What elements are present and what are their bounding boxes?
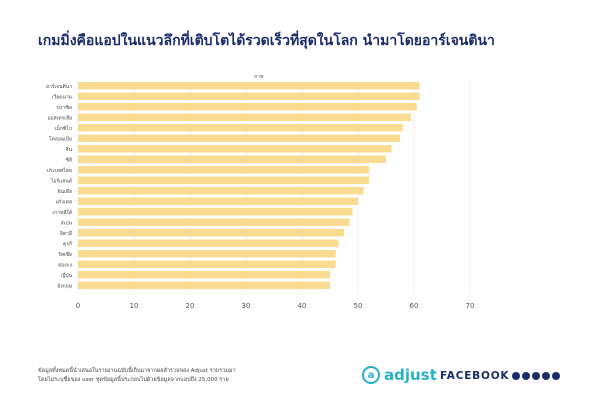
bar [78, 155, 386, 163]
y-tick-label: อังกฤษ [57, 284, 72, 290]
bar [78, 239, 339, 247]
chart-title: เกมมิ่งคือแอปในแนวลึกที่เติบโตได้รวดเร็ว… [38, 33, 495, 49]
facebook-logo: FACEBOOK [440, 370, 510, 382]
bar [78, 103, 417, 111]
y-tick-label: เวียดนาม [52, 94, 72, 101]
unit-label: ภาพ [254, 74, 264, 80]
social-icons [512, 372, 560, 380]
y-tick-label: ออสเตรเลีย [48, 115, 72, 122]
adjust-logo: a adjust [362, 365, 437, 385]
whatsapp-icon [542, 372, 550, 380]
adjust-logo-icon: a [362, 366, 380, 384]
y-tick-label: ฮ่องกง [58, 263, 73, 269]
x-tick-label: 40 [298, 302, 307, 310]
y-tick-label: สเปน [61, 221, 73, 227]
bar [78, 218, 350, 226]
bar [78, 176, 370, 184]
footnote-line-1: ข้อมูลทั้งหมดนี้นำเสนอในรายงานฉบับนี้เก็… [38, 368, 236, 374]
bar [78, 208, 353, 216]
x-tick-label: 10 [130, 302, 139, 310]
y-tick-label: ญี่ปุ่น [61, 272, 72, 279]
y-tick-label: ตุรกี [63, 241, 72, 248]
y-tick-label: รัสเซีย [58, 251, 72, 258]
y-tick-label: อินเดีย [58, 188, 72, 195]
x-tick-label: 30 [242, 302, 251, 310]
bar [78, 250, 336, 258]
bar [78, 281, 330, 289]
y-tick-label: อิตาลี [60, 230, 72, 237]
x-tick-label: 50 [354, 302, 363, 310]
messenger-icon [522, 372, 530, 380]
x-tick-label: 70 [466, 302, 475, 310]
bar [78, 229, 344, 237]
footnote: ข้อมูลทั้งหมดนี้นำเสนอในรายงานฉบับนี้เก็… [38, 367, 338, 385]
y-tick-label: ฝรั่งเศส [56, 199, 72, 206]
x-tick-label: 60 [410, 302, 419, 310]
bar [78, 92, 420, 100]
bar [78, 271, 330, 279]
oculus-icon [552, 372, 560, 380]
instagram-icon [532, 372, 540, 380]
bar [78, 134, 400, 142]
y-tick-label: จีน [66, 146, 73, 153]
x-tick-label: 20 [186, 302, 195, 310]
y-tick-label: ชิลี [66, 157, 72, 164]
x-tick-label: 0 [76, 302, 80, 310]
y-tick-label: ไอร์แลนด์ [50, 178, 72, 185]
y-tick-label: โคลอมเบีย [49, 136, 72, 143]
bar [78, 145, 392, 153]
bar [78, 197, 358, 205]
y-tick-label: อาร์เจนตินา [46, 83, 72, 90]
y-tick-label: บราซิล [57, 104, 72, 111]
bar [78, 187, 364, 195]
bar [78, 260, 336, 268]
bar [78, 124, 403, 132]
bar [78, 82, 420, 90]
bar [78, 166, 370, 174]
adjust-logo-text: adjust [384, 366, 437, 384]
y-tick-label: ประเทศไทย [47, 167, 73, 174]
bar [78, 113, 412, 121]
y-tick-label: เกาหลีใต้ [52, 209, 72, 216]
footnote-line-2: โดยไม่ระบุชื่อของ user ชุดข้อมูลนี้ประกอ… [38, 377, 229, 383]
y-tick-label: เม็กซิโก [55, 124, 72, 132]
facebook-icon [512, 372, 520, 380]
